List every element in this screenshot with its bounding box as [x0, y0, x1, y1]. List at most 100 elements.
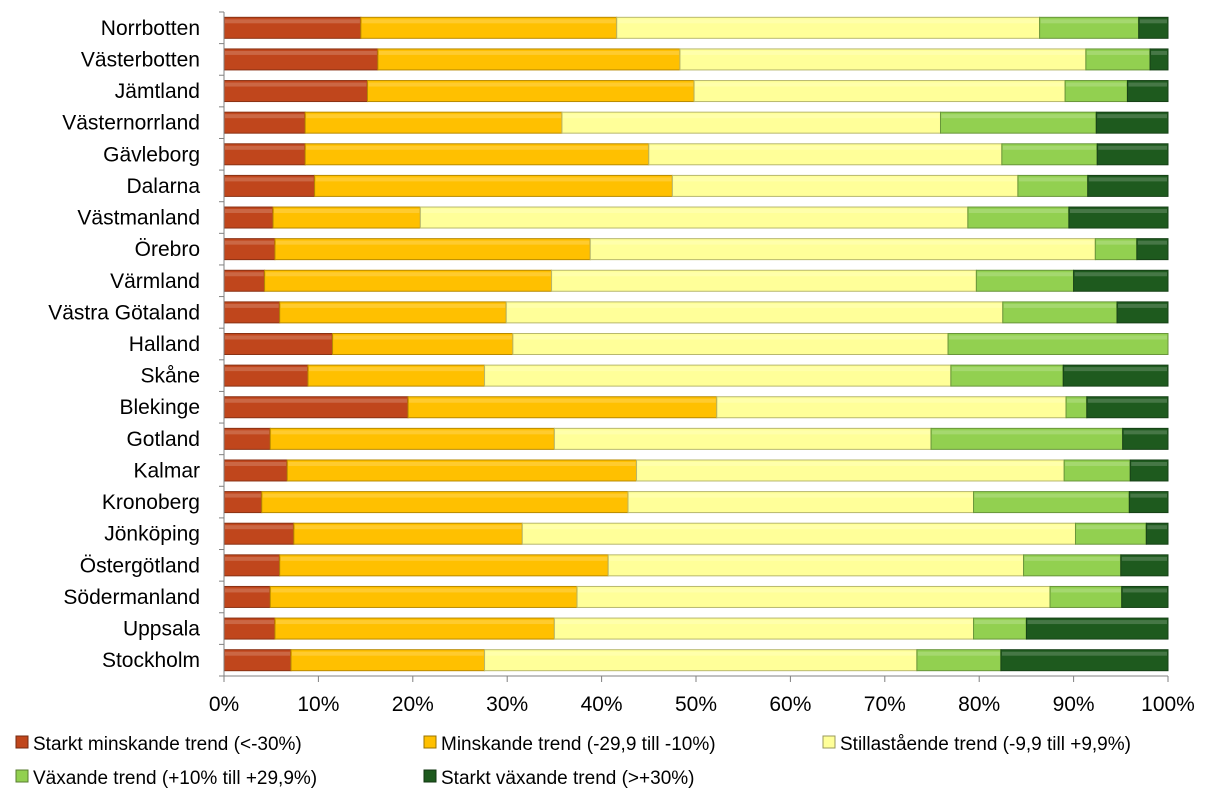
category-label: Västernorrland — [62, 112, 200, 135]
bar-highlight — [225, 209, 273, 214]
category-label: Dalarna — [126, 175, 200, 198]
bar-segment-5 — [1068, 206, 1169, 229]
bar-highlight — [649, 145, 1001, 150]
bar-highlight — [1123, 430, 1167, 435]
bar-highlight — [695, 82, 1065, 87]
legend-swatch — [423, 735, 437, 749]
bar-highlight — [409, 398, 716, 403]
x-tick-label: 100% — [1141, 693, 1195, 716]
bar-highlight — [225, 651, 291, 656]
bar-highlight — [309, 367, 484, 372]
bar-highlight — [280, 303, 506, 308]
bar-highlight — [225, 19, 360, 24]
legend-item: Starkt minskande trend (<-30%) — [15, 734, 302, 755]
category-label: Värmland — [110, 270, 200, 293]
bar-segment-5 — [1116, 301, 1169, 324]
bar-highlight — [513, 335, 948, 340]
bar-highlight — [523, 525, 1075, 530]
legend-item: Minskande trend (-29,9 till -10%) — [423, 734, 716, 755]
bar-highlight — [378, 50, 679, 55]
legend-swatch — [15, 735, 29, 749]
bar-highlight — [275, 240, 590, 245]
bar-highlight — [225, 335, 332, 340]
bar-segment-5 — [1086, 396, 1169, 419]
bar-highlight — [280, 556, 608, 561]
category-label: Gävleborg — [103, 143, 200, 166]
x-tick-label: 50% — [675, 693, 717, 716]
bar-highlight — [1098, 145, 1167, 150]
bar-highlight — [421, 209, 967, 214]
bar-segment-5 — [1129, 459, 1169, 482]
bar-highlight — [225, 398, 408, 403]
bar-highlight — [315, 177, 672, 182]
bar-segment-5 — [1128, 491, 1169, 514]
bar-highlight — [1066, 82, 1127, 87]
bar-highlight — [555, 620, 973, 625]
bar-highlight — [617, 19, 1039, 24]
x-tick-label: 40% — [581, 693, 623, 716]
bar-highlight — [629, 493, 973, 498]
bar-highlight — [485, 651, 916, 656]
bar-segment-5 — [1122, 427, 1169, 450]
bar-highlight — [1002, 145, 1097, 150]
bar-highlight — [288, 461, 636, 466]
legend-swatch — [15, 769, 29, 783]
bar-highlight — [1122, 588, 1167, 593]
bar-highlight — [974, 620, 1026, 625]
bar-highlight — [1096, 240, 1136, 245]
category-label: Norrbotten — [101, 17, 200, 40]
category-label: Kalmar — [133, 459, 200, 482]
bar-highlight — [1018, 177, 1087, 182]
bar-segment-5 — [1000, 649, 1169, 672]
category-label: Halland — [129, 333, 200, 356]
bar-highlight — [1097, 114, 1167, 119]
bar-segment-5 — [1095, 111, 1169, 134]
bar-highlight — [1088, 177, 1167, 182]
bar-highlight — [292, 651, 484, 656]
bar-highlight — [225, 556, 279, 561]
bar-highlight — [1086, 50, 1150, 55]
legend-item: Växande trend (+10% till +29,9%) — [15, 768, 317, 789]
bar-highlight — [1121, 556, 1167, 561]
bar-highlight — [225, 588, 270, 593]
category-labels: Norrbotten Västerbotten Jämtland Västernorr… — [48, 17, 200, 672]
category-label: Skåne — [140, 365, 200, 388]
bar-highlight — [225, 177, 314, 182]
bar-highlight — [507, 303, 1002, 308]
bar-highlight — [1040, 19, 1138, 24]
category-label: Kronoberg — [102, 491, 200, 514]
bar-highlight — [262, 493, 628, 498]
bar-highlight — [225, 50, 377, 55]
bar-highlight — [333, 335, 512, 340]
category-label: Gotland — [126, 428, 200, 451]
category-label: Västmanland — [77, 207, 200, 230]
x-tick-label: 90% — [1053, 693, 1095, 716]
bar-highlight — [1087, 398, 1167, 403]
bar-highlight — [1024, 556, 1120, 561]
bar-highlight — [1051, 588, 1121, 593]
bar-highlight — [306, 145, 648, 150]
category-label: Västerbotten — [81, 48, 200, 71]
bar-segment-5 — [1073, 269, 1169, 292]
legend: Starkt minskande trend (<-30%) Minskande … — [15, 734, 1131, 789]
legend-label: Minskande trend (-29,9 till -10%) — [441, 734, 716, 755]
bar-highlight — [562, 114, 940, 119]
bar-highlight — [225, 461, 287, 466]
bar-highlight — [949, 335, 1167, 340]
bar-highlight — [680, 50, 1085, 55]
bar-highlight — [225, 240, 274, 245]
bar-highlight — [225, 620, 274, 625]
bar-highlight — [1027, 620, 1167, 625]
bar-highlight — [1003, 303, 1117, 308]
bar-highlight — [591, 240, 1095, 245]
bar-segment-4 — [947, 333, 1169, 355]
bar-highlight — [1064, 367, 1167, 372]
bar-highlight — [1131, 461, 1167, 466]
bar-highlight — [609, 556, 1023, 561]
bar-segment-5 — [1126, 80, 1169, 103]
bars-group — [223, 16, 1169, 672]
bar-highlight — [265, 272, 551, 277]
legend-label: Starkt minskande trend (<-30%) — [33, 734, 302, 755]
bar-segment-5 — [1087, 174, 1169, 197]
